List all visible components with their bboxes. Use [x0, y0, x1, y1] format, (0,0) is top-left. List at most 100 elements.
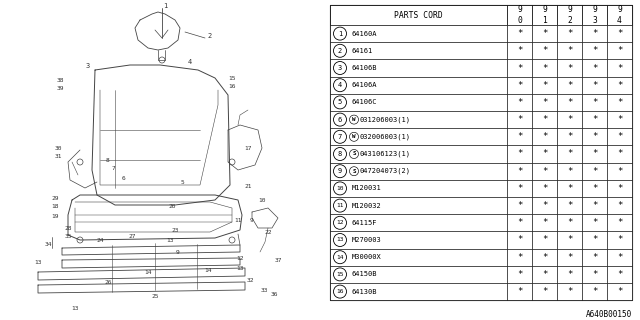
Text: *: *: [592, 98, 597, 107]
Bar: [557, 76, 582, 94]
Bar: [582, 180, 607, 197]
Text: 16: 16: [228, 84, 236, 90]
Text: *: *: [517, 287, 522, 296]
Text: M270003: M270003: [352, 237, 381, 243]
Bar: [582, 60, 607, 76]
Bar: [532, 60, 557, 76]
Text: *: *: [567, 287, 572, 296]
Bar: [330, 214, 507, 231]
Text: *: *: [517, 63, 522, 73]
Bar: [330, 60, 507, 76]
Text: *: *: [567, 132, 572, 141]
Text: *: *: [592, 132, 597, 141]
Text: *: *: [542, 270, 547, 279]
Text: *: *: [542, 29, 547, 38]
Bar: [607, 94, 632, 111]
Text: 32: 32: [246, 277, 253, 283]
Bar: [532, 145, 557, 163]
Text: 043106123(1): 043106123(1): [360, 151, 411, 157]
Text: 5: 5: [338, 100, 342, 105]
Text: 14: 14: [204, 268, 212, 273]
Text: 23: 23: [172, 228, 179, 233]
Text: *: *: [617, 236, 622, 244]
Bar: [607, 5, 632, 25]
Text: *: *: [567, 218, 572, 227]
Text: *: *: [617, 63, 622, 73]
Bar: [507, 42, 532, 60]
Bar: [330, 42, 507, 60]
Text: 13: 13: [166, 237, 173, 243]
Bar: [607, 128, 632, 145]
Bar: [532, 42, 557, 60]
Text: *: *: [617, 287, 622, 296]
Bar: [532, 76, 557, 94]
Bar: [507, 128, 532, 145]
Text: 13: 13: [236, 266, 244, 270]
Bar: [532, 180, 557, 197]
Text: *: *: [617, 201, 622, 210]
Text: *: *: [517, 236, 522, 244]
Text: 64106B: 64106B: [352, 65, 378, 71]
Text: *: *: [617, 46, 622, 55]
Bar: [582, 111, 607, 128]
Text: *: *: [517, 29, 522, 38]
Text: *: *: [592, 236, 597, 244]
Bar: [330, 266, 507, 283]
Bar: [607, 214, 632, 231]
Text: 39: 39: [56, 85, 64, 91]
Bar: [330, 94, 507, 111]
Circle shape: [77, 159, 83, 165]
Text: *: *: [542, 201, 547, 210]
Bar: [532, 231, 557, 249]
Bar: [330, 111, 507, 128]
Text: *: *: [517, 201, 522, 210]
Bar: [507, 163, 532, 180]
Bar: [507, 60, 532, 76]
Text: *: *: [542, 46, 547, 55]
Bar: [557, 5, 582, 25]
Bar: [582, 283, 607, 300]
Bar: [607, 180, 632, 197]
Text: *: *: [542, 184, 547, 193]
Text: 7: 7: [338, 134, 342, 140]
Bar: [532, 197, 557, 214]
Text: S: S: [352, 151, 356, 156]
Text: 9
4: 9 4: [617, 5, 622, 25]
Bar: [532, 214, 557, 231]
Text: 17: 17: [244, 146, 252, 150]
Bar: [582, 145, 607, 163]
Text: *: *: [617, 149, 622, 158]
Text: A640B00150: A640B00150: [586, 310, 632, 319]
Bar: [607, 231, 632, 249]
Text: *: *: [617, 81, 622, 90]
Bar: [532, 266, 557, 283]
Text: *: *: [542, 149, 547, 158]
Bar: [507, 145, 532, 163]
Text: *: *: [567, 167, 572, 176]
Bar: [507, 197, 532, 214]
Bar: [582, 249, 607, 266]
Bar: [330, 180, 507, 197]
Bar: [557, 42, 582, 60]
Bar: [582, 163, 607, 180]
Text: *: *: [617, 218, 622, 227]
Text: 12: 12: [236, 255, 244, 260]
Bar: [582, 266, 607, 283]
Text: 64161: 64161: [352, 48, 373, 54]
Text: M120031: M120031: [352, 185, 381, 191]
Text: 9
0: 9 0: [517, 5, 522, 25]
Text: *: *: [567, 115, 572, 124]
Bar: [607, 60, 632, 76]
Text: *: *: [542, 236, 547, 244]
Bar: [607, 249, 632, 266]
Text: *: *: [517, 270, 522, 279]
Text: 3: 3: [86, 63, 90, 69]
Bar: [532, 25, 557, 42]
Text: *: *: [617, 184, 622, 193]
Text: 9
3: 9 3: [592, 5, 597, 25]
Text: M120032: M120032: [352, 203, 381, 209]
Text: *: *: [592, 63, 597, 73]
Text: *: *: [592, 218, 597, 227]
Text: *: *: [517, 46, 522, 55]
Text: *: *: [517, 132, 522, 141]
